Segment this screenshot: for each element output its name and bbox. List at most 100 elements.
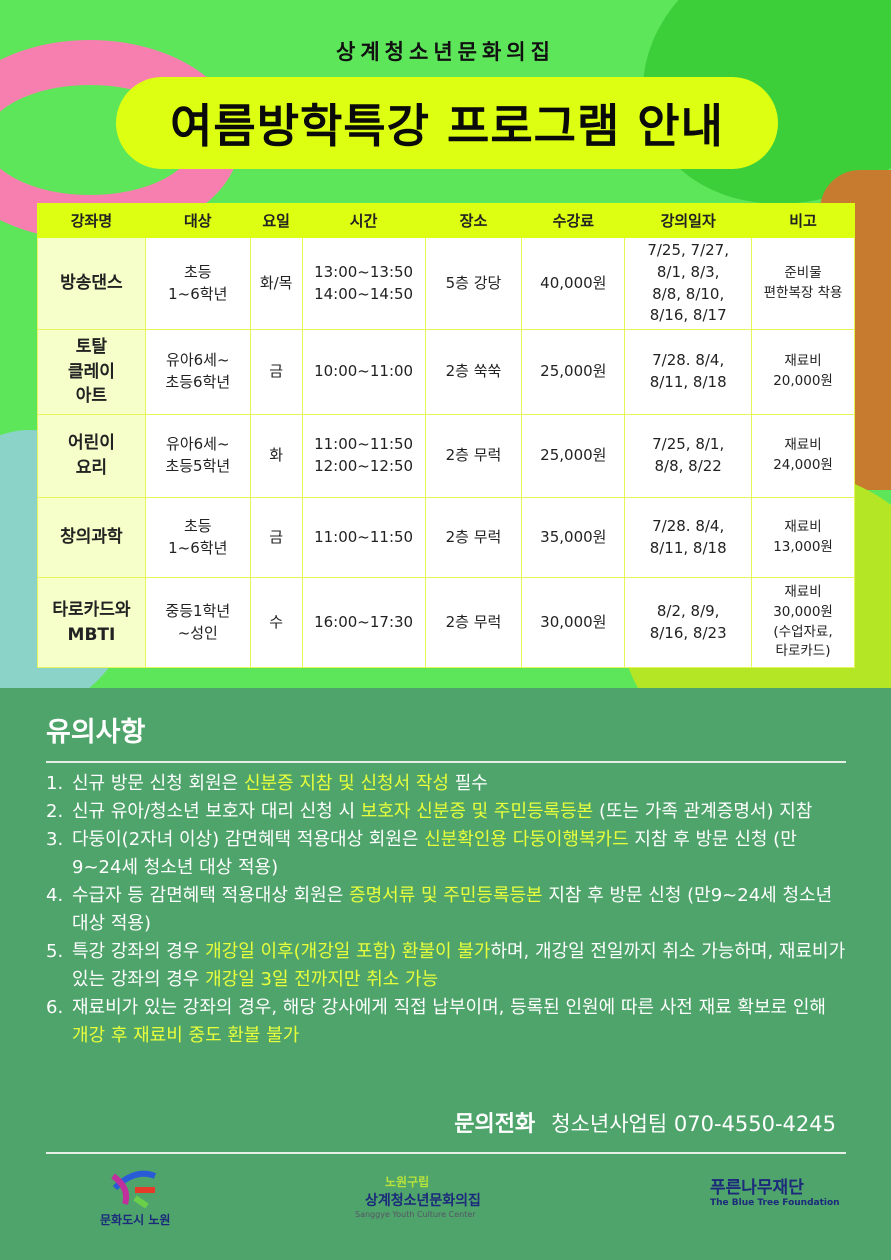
table-cell: 7/28. 8/4, 8/11, 8/18 xyxy=(624,497,753,578)
notice-text-segment: 신규 방문 신청 회원은 xyxy=(72,773,244,794)
table-cell: 2층 무럭 xyxy=(424,497,523,578)
highlighted-text: 신분확인용 다둥이행복카드 xyxy=(424,829,629,850)
nowon-logo: 문화도시 노원 xyxy=(100,1168,170,1228)
notice-list: 1. 신규 방문 신청 회원은 신분증 지참 및 신청서 작성 필수 2. 신규 유아… xyxy=(46,770,846,1050)
highlighted-text: 개강일 3일 전까지만 취소 가능 xyxy=(205,969,439,990)
divider xyxy=(46,1152,846,1154)
notice-number: 6. xyxy=(46,997,64,1018)
contact-label: 문의전화 xyxy=(454,1112,536,1137)
organization-subtitle: 상계청소년문화의집 xyxy=(336,40,555,64)
table-cell: 초등 1~6학년 xyxy=(144,237,251,330)
highlighted-text: 증명서류 및 주민등록등본 xyxy=(349,885,543,906)
column-header: 요일 xyxy=(249,203,303,238)
notice-number: 4. xyxy=(46,885,64,906)
nowon-logo-icon xyxy=(111,1170,157,1209)
center-logo-top: 노원구립 xyxy=(385,1175,430,1189)
notice-item: 1. 신규 방문 신청 회원은 신분증 지참 및 신청서 작성 필수 xyxy=(46,770,846,798)
notice-text-segment: 재료비가 있는 강좌의 경우, 해당 강사에게 직접 납부이며, 등록된 인원에… xyxy=(72,997,826,1018)
table-cell: 유아6세~ 초등6학년 xyxy=(144,329,251,415)
highlighted-text: 개강 후 재료비 중도 환불 불가 xyxy=(72,1025,300,1046)
course-name-cell: 창의과학 xyxy=(37,497,146,578)
table-row: 타로카드와 MBTI 중등1학년 ~성인 수 16:00~17:30 2층 무럭 30,0… xyxy=(37,577,855,668)
table-cell: 준비물 편한복장 착용 xyxy=(751,237,855,330)
center-logo-text: 상계청소년문화의집 xyxy=(365,1193,481,1209)
table-cell: 7/28. 8/4, 8/11, 8/18 xyxy=(624,329,753,415)
highlighted-text: 신분증 지참 및 신청서 작성 xyxy=(243,773,449,794)
notice-text: 특강 강좌의 경우 개강일 이후(개강일 포함) 환불이 불가하며, 개강일 전… xyxy=(72,938,846,994)
page-title: 여름방학특강 프로그램 안내 xyxy=(116,77,778,169)
course-name-cell: 어린이 요리 xyxy=(37,414,146,498)
nowon-logo-text: 문화도시 노원 xyxy=(100,1213,171,1227)
notice-number: 3. xyxy=(46,829,64,850)
bluetree-logo-text: 푸른나무재단 xyxy=(710,1178,804,1198)
table-cell: 금 xyxy=(249,329,303,415)
notice-text: 재료비가 있는 강좌의 경우, 해당 강사에게 직접 납부이며, 등록된 인원에… xyxy=(72,994,846,1050)
table-cell: 11:00~11:50 xyxy=(301,497,426,578)
table-cell: 10:00~11:00 xyxy=(301,329,426,415)
column-header: 강좌명 xyxy=(37,203,146,238)
table-cell: 재료비 13,000원 xyxy=(751,497,855,578)
column-header: 수강료 xyxy=(521,203,626,238)
notice-text: 수급자 등 감면혜택 적용대상 회원은 증명서류 및 주민등록등본 지참 후 방… xyxy=(72,882,846,938)
contact-phone: 청소년사업팀 070-4550-4245 xyxy=(551,1112,836,1136)
center-logo: 노원구립 상계청소년문화의집 Sanggye Youth Culture Cen… xyxy=(355,1173,481,1219)
table-cell: 25,000원 xyxy=(521,329,626,415)
table-cell: 16:00~17:30 xyxy=(301,577,426,668)
notice-number: 1. xyxy=(46,773,64,794)
table-cell: 중등1학년 ~성인 xyxy=(144,577,251,668)
table-row: 어린이 요리 유아6세~ 초등5학년 화 11:00~11:50 12:00~12:5… xyxy=(37,414,855,498)
column-header: 시간 xyxy=(301,203,426,238)
table-cell: 2층 무럭 xyxy=(424,577,523,668)
table-cell: 재료비 20,000원 xyxy=(751,329,855,415)
bluetree-logo: 푸른나무재단 The Blue Tree Foundation xyxy=(668,1173,840,1208)
table-cell: 30,000원 xyxy=(521,577,626,668)
bluetree-logo-en: The Blue Tree Foundation xyxy=(710,1198,840,1208)
table-cell: 35,000원 xyxy=(521,497,626,578)
notice-item: 3. 다둥이(2자녀 이상) 감면혜택 적용대상 회원은 신분확인용 다둥이행복카… xyxy=(46,826,846,882)
notice-text-segment: 하며, 개강일 전일까지 취소 가능하며, 재료비가 있는 강좌의 경우 xyxy=(72,941,846,990)
table-header-row: 강좌명 대상 요일 시간 장소 수강료 강의일자 비고 xyxy=(37,203,855,238)
notice-title: 유의사항 xyxy=(46,717,146,748)
notice-text-segment: 다둥이(2자녀 이상) 감면혜택 적용대상 회원은 xyxy=(72,829,425,850)
table-row: 방송댄스 초등 1~6학년 화/목 13:00~13:50 14:00~14:50 5층… xyxy=(37,237,855,330)
table-cell: 7/25, 7/27, 8/1, 8/3, 8/8, 8/10, 8/16, 8… xyxy=(624,237,753,330)
table-cell: 수 xyxy=(249,577,303,668)
notice-text-segment: 필수 xyxy=(448,773,488,794)
table-cell: 11:00~11:50 12:00~12:50 xyxy=(301,414,426,498)
notice-number: 2. xyxy=(46,801,64,822)
table-cell: 40,000원 xyxy=(521,237,626,330)
highlighted-text: 보호자 신분증 및 주민등록등본 xyxy=(360,801,594,822)
table-cell: 2층 무럭 xyxy=(424,414,523,498)
notice-item: 6. 재료비가 있는 강좌의 경우, 해당 강사에게 직접 납부이며, 등록된 인… xyxy=(46,994,846,1050)
notice-item: 5. 특강 강좌의 경우 개강일 이후(개강일 포함) 환불이 불가하며, 개강일… xyxy=(46,938,846,994)
course-name-cell: 토탈 클레이 아트 xyxy=(37,329,146,415)
notice-text-segment: (또는 가족 관계증명서) 지참 xyxy=(593,801,813,822)
poster-header-area: 상계청소년문화의집 여름방학특강 프로그램 안내 강좌명 대상 요일 시간 장소 수강료 강… xyxy=(0,0,891,688)
center-logo-en: Sanggye Youth Culture Center xyxy=(355,1210,476,1219)
notice-text-segment: 지참 후 방문 신청 (만9~24세 청소년 대상 적용) xyxy=(72,829,797,878)
table-cell: 8/2, 8/9, 8/16, 8/23 xyxy=(624,577,753,668)
table-cell: 재료비 30,000원 (수업자료, 타로카드) xyxy=(751,577,855,668)
table-cell: 5층 강당 xyxy=(424,237,523,330)
notice-text-segment: 특강 강좌의 경우 xyxy=(72,941,206,962)
course-name-cell: 타로카드와 MBTI xyxy=(37,577,146,668)
divider xyxy=(46,761,846,763)
table-cell: 2층 쑥쑥 xyxy=(424,329,523,415)
table-row: 토탈 클레이 아트 유아6세~ 초등6학년 금 10:00~11:00 2층 쑥쑥 25,… xyxy=(37,329,855,415)
contact-info: 문의전화 청소년사업팀 070-4550-4245 xyxy=(454,1106,836,1138)
table-cell: 초등 1~6학년 xyxy=(144,497,251,578)
column-header: 대상 xyxy=(144,203,251,238)
table-cell: 화/목 xyxy=(249,237,303,330)
table-cell: 13:00~13:50 14:00~14:50 xyxy=(301,237,426,330)
notice-text: 다둥이(2자녀 이상) 감면혜택 적용대상 회원은 신분확인용 다둥이행복카드 … xyxy=(72,826,846,882)
program-table: 강좌명 대상 요일 시간 장소 수강료 강의일자 비고 방송댄스 초등 1~6학년 화/목 13:0… xyxy=(37,203,855,668)
column-header: 장소 xyxy=(424,203,523,238)
course-name-cell: 방송댄스 xyxy=(37,237,146,330)
notice-section: 유의사항 1. 신규 방문 신청 회원은 신분증 지참 및 신청서 작성 필수 2.… xyxy=(0,688,891,1260)
notice-item: 4. 수급자 등 감면혜택 적용대상 회원은 증명서류 및 주민등록등본 지참 후… xyxy=(46,882,846,938)
table-cell: 25,000원 xyxy=(521,414,626,498)
table-cell: 금 xyxy=(249,497,303,578)
notice-text-segment: 신규 유아/청소년 보호자 대리 신청 시 xyxy=(72,801,361,822)
notice-text: 신규 방문 신청 회원은 신분증 지참 및 신청서 작성 필수 xyxy=(72,770,488,798)
column-header: 강의일자 xyxy=(624,203,753,238)
